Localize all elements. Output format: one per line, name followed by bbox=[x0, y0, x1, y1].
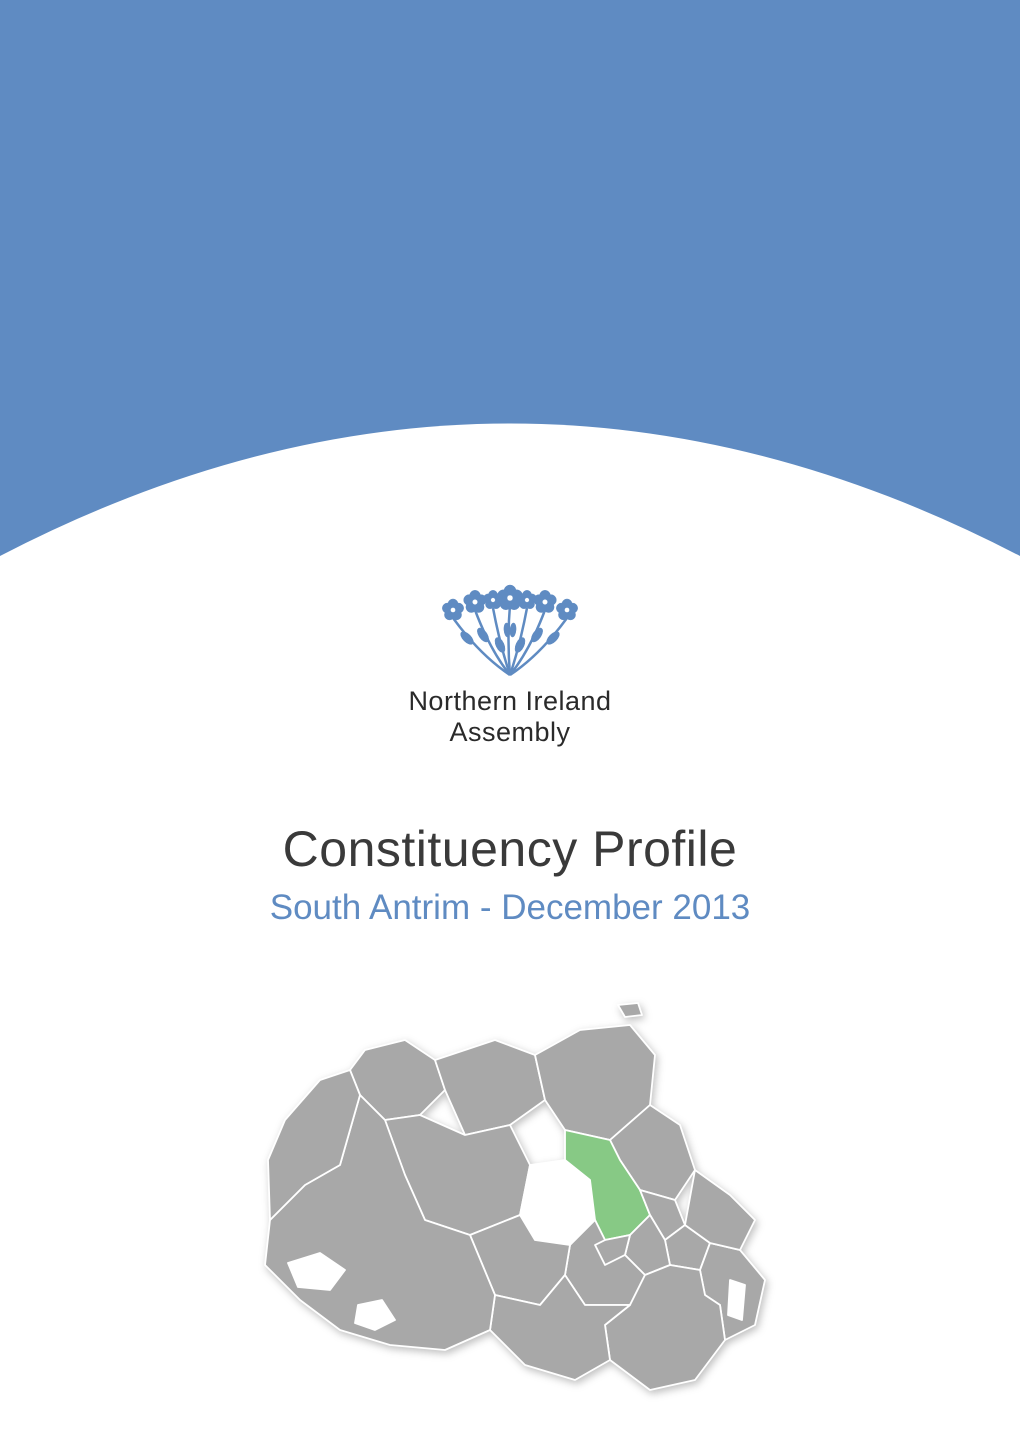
flax-logo-icon bbox=[405, 560, 615, 680]
page-subtitle: South Antrim - December 2013 bbox=[0, 888, 1020, 928]
title-block: Constituency Profile South Antrim - Dece… bbox=[0, 820, 1020, 928]
ni-map bbox=[210, 985, 810, 1415]
map-strangford-lough bbox=[728, 1280, 745, 1320]
header-banner bbox=[0, 0, 1020, 640]
map-region-rathlin bbox=[618, 1003, 642, 1017]
logo-block: Northern Ireland Assembly bbox=[310, 560, 710, 748]
logo-text-line2: Assembly bbox=[310, 717, 710, 748]
page-title: Constituency Profile bbox=[0, 820, 1020, 878]
logo-text-line1: Northern Ireland bbox=[310, 686, 710, 717]
map-region-east-londonderry bbox=[435, 1040, 545, 1135]
